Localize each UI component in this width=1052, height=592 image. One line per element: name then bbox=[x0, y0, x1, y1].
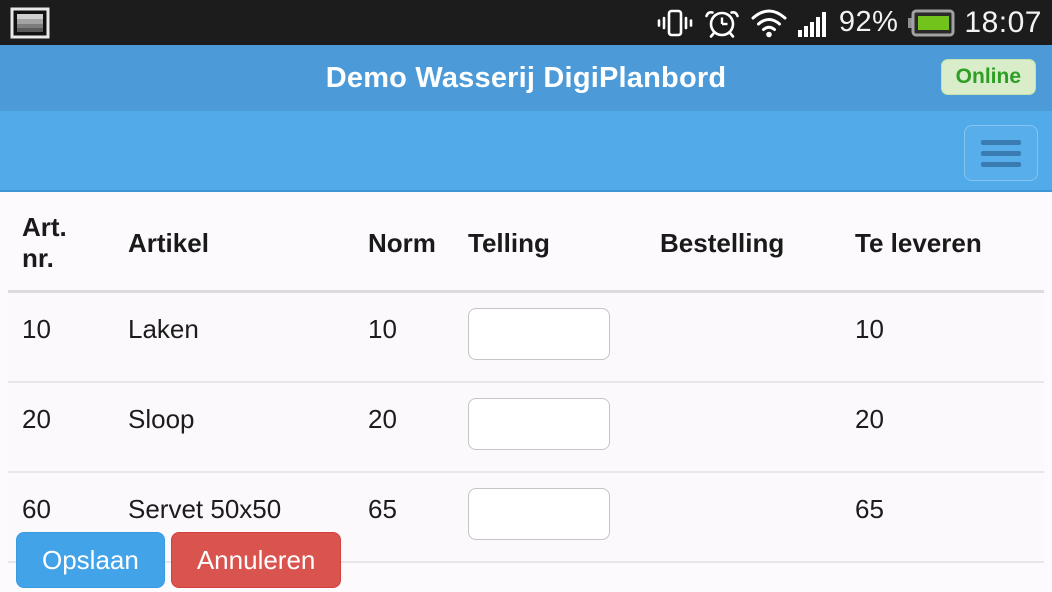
alarm-icon bbox=[704, 6, 740, 40]
table-header-row: Art. nr. Artikel Norm Telling Bestelling… bbox=[8, 192, 1044, 293]
menu-toggle-button[interactable] bbox=[964, 125, 1038, 181]
signal-icon bbox=[797, 9, 830, 37]
content-area: Art. nr. Artikel Norm Telling Bestelling… bbox=[0, 192, 1052, 563]
status-time: 18:07 bbox=[964, 5, 1042, 39]
status-bar: 92% 18:07 bbox=[0, 0, 1052, 45]
cell-te-leveren: 10 bbox=[841, 291, 1044, 383]
cell-bestelling bbox=[646, 291, 841, 383]
cell-bestelling bbox=[646, 472, 841, 563]
online-status-badge: Online bbox=[940, 59, 1036, 95]
telling-input-row-1[interactable] bbox=[468, 308, 610, 360]
cell-norm: 20 bbox=[354, 382, 454, 473]
column-header-telling: Telling bbox=[454, 192, 646, 293]
action-buttons: Opslaan Annuleren bbox=[16, 532, 342, 588]
title-bar: Demo Wasserij DigiPlanbord Online bbox=[0, 45, 1052, 111]
cancel-button[interactable]: Annuleren bbox=[170, 532, 342, 588]
column-header-bestelling: Bestelling bbox=[646, 192, 841, 293]
cell-telling bbox=[454, 472, 646, 563]
nav-bar bbox=[0, 111, 1052, 192]
telling-input-row-3[interactable] bbox=[468, 488, 610, 540]
screenshot-notification-icon bbox=[10, 7, 50, 39]
cell-artikel: Laken bbox=[114, 291, 354, 383]
table-row: 20 Sloop 20 20 bbox=[8, 382, 1044, 473]
vibrate-icon bbox=[655, 6, 695, 40]
status-bar-indicators: 92% 18:07 bbox=[655, 6, 1042, 40]
cell-art-nr: 10 bbox=[8, 291, 114, 383]
cell-norm: 65 bbox=[354, 472, 454, 563]
battery-percent: 92% bbox=[838, 6, 899, 38]
cell-te-leveren: 20 bbox=[841, 382, 1044, 473]
cell-artikel: Sloop bbox=[114, 382, 354, 473]
cell-art-nr: 20 bbox=[8, 382, 114, 473]
wifi-icon bbox=[749, 7, 789, 39]
battery-icon bbox=[907, 8, 955, 38]
cell-bestelling bbox=[646, 382, 841, 473]
column-header-norm: Norm bbox=[354, 192, 454, 293]
order-table: Art. nr. Artikel Norm Telling Bestelling… bbox=[8, 192, 1044, 563]
status-bar-notifications bbox=[10, 7, 50, 39]
column-header-artikel: Artikel bbox=[114, 192, 354, 293]
hamburger-icon bbox=[981, 139, 1021, 145]
table-row: 10 Laken 10 10 bbox=[8, 291, 1044, 383]
save-button[interactable]: Opslaan bbox=[16, 532, 165, 588]
cell-te-leveren: 65 bbox=[841, 472, 1044, 563]
cell-telling bbox=[454, 291, 646, 383]
cell-norm: 10 bbox=[354, 291, 454, 383]
telling-input-row-2[interactable] bbox=[468, 398, 610, 450]
column-header-art-nr: Art. nr. bbox=[8, 192, 114, 293]
cell-telling bbox=[454, 382, 646, 473]
page-title: Demo Wasserij DigiPlanbord bbox=[325, 61, 727, 94]
column-header-te-leveren: Te leveren bbox=[841, 192, 1044, 293]
